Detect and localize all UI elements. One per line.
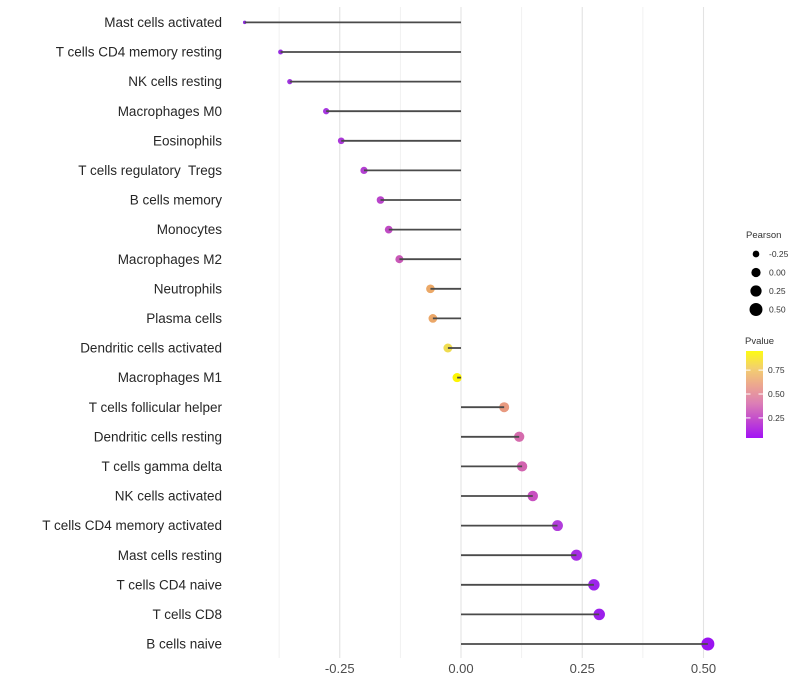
y-axis-label: Monocytes — [157, 222, 223, 237]
legend-pearson-label: -0.25 — [769, 249, 789, 259]
y-axis-label: Mast cells activated — [104, 15, 222, 30]
x-axis-tick-label: 0.50 — [691, 661, 716, 676]
y-axis-label: B cells memory — [130, 193, 223, 208]
legend-pearson-dot — [749, 303, 763, 316]
legend-pearson-label: 0.00 — [769, 268, 786, 278]
y-axis-label: Neutrophils — [154, 281, 223, 296]
y-axis-label: T cells follicular helper — [89, 400, 223, 415]
legend-pearson-dot — [750, 285, 762, 297]
legend-pearson-dot — [751, 267, 761, 278]
y-axis-label: Eosinophils — [153, 133, 222, 148]
x-axis-tick-label: 0.25 — [570, 661, 595, 676]
y-axis-label: T cells gamma delta — [101, 459, 222, 474]
lollipop-point — [278, 49, 284, 55]
y-axis-label: T cells regulatory Tregs — [78, 163, 222, 178]
legend-pearson-title: Pearson — [746, 230, 781, 241]
y-axis-label: T cells CD4 memory resting — [56, 45, 222, 60]
y-axis-label: Plasma cells — [146, 311, 222, 326]
y-axis-label: T cells CD8 — [152, 607, 222, 622]
legend-pearson-label: 0.25 — [769, 286, 786, 296]
y-axis-label: NK cells resting — [128, 74, 222, 89]
y-axis-label: T cells CD4 memory activated — [42, 518, 222, 533]
legend-pearson-dot — [752, 250, 760, 258]
y-axis-label: T cells CD4 naive — [116, 577, 222, 592]
x-axis-tick-label: 0.00 — [448, 661, 473, 676]
x-axis-tick-label: -0.25 — [325, 661, 355, 676]
lollipop-point — [287, 78, 293, 85]
legend-pvalue-tick-label: 0.50 — [768, 389, 785, 399]
y-axis-label: B cells naive — [146, 637, 222, 652]
legend-pvalue-title: Pvalue — [745, 336, 774, 347]
y-axis-label: Macrophages M1 — [118, 370, 222, 385]
y-axis-label: Macrophages M0 — [118, 104, 222, 119]
legend-pvalue-tick-label: 0.25 — [768, 413, 785, 423]
y-axis-label: Dendritic cells resting — [94, 429, 222, 444]
legend-pvalue-tick-label: 0.75 — [768, 365, 785, 375]
y-axis-label: Mast cells resting — [118, 548, 222, 563]
legend-pearson-label: 0.50 — [769, 305, 786, 315]
y-axis-label: NK cells activated — [115, 489, 222, 504]
y-axis-label: Dendritic cells activated — [80, 341, 222, 356]
legend-pvalue-gradient — [746, 351, 763, 438]
y-axis-label: Macrophages M2 — [118, 252, 222, 267]
